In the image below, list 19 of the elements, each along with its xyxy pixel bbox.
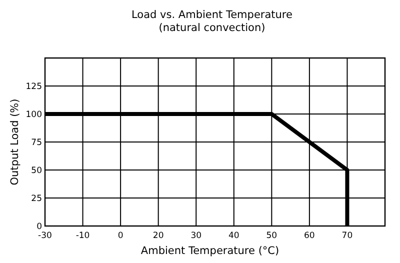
y-tick-label: 0 — [36, 222, 42, 232]
x-tick-label: -10 — [76, 231, 90, 241]
chart-title: Load vs. Ambient Temperature — [132, 9, 292, 21]
chart-subtitle: (natural convection) — [158, 22, 266, 34]
y-tick-label: 25 — [31, 194, 42, 204]
x-tick-label: 30 — [190, 231, 202, 241]
y-tick-label: 125 — [26, 82, 42, 92]
x-tick-label: -30 — [38, 231, 52, 241]
x-tick-label: 70 — [342, 231, 353, 241]
x-tick-label: 40 — [228, 231, 240, 241]
y-tick-label: 100 — [26, 110, 42, 120]
x-tick-label: 50 — [266, 231, 278, 241]
y-tick-label: 50 — [31, 166, 42, 176]
x-axis-title: Ambient Temperature (°C) — [140, 245, 280, 257]
y-axis-title: Output Load (%) — [9, 98, 21, 186]
x-tick-label: 20 — [152, 231, 164, 241]
x-tick-label: 60 — [304, 231, 315, 241]
y-tick-label: 75 — [31, 138, 42, 148]
x-tick-label: 0 — [118, 231, 124, 241]
